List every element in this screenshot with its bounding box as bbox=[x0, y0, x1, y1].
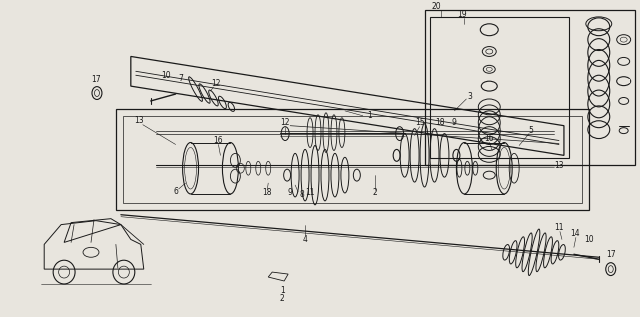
Text: 18: 18 bbox=[435, 118, 444, 127]
Text: 2: 2 bbox=[280, 294, 285, 303]
Text: 18: 18 bbox=[262, 188, 272, 197]
Text: 13: 13 bbox=[554, 161, 564, 170]
Text: 10: 10 bbox=[584, 235, 594, 244]
Text: 14: 14 bbox=[570, 229, 580, 238]
Text: 9: 9 bbox=[452, 118, 457, 127]
Text: 20: 20 bbox=[431, 3, 441, 11]
Text: 11: 11 bbox=[554, 223, 564, 232]
Text: 17: 17 bbox=[606, 250, 616, 259]
Text: 1: 1 bbox=[280, 286, 285, 295]
Text: 7: 7 bbox=[178, 74, 183, 83]
Text: 2: 2 bbox=[372, 188, 377, 197]
Text: 5: 5 bbox=[529, 126, 534, 135]
Text: 11: 11 bbox=[305, 188, 315, 197]
Text: 10: 10 bbox=[161, 71, 170, 80]
Text: 19: 19 bbox=[458, 10, 467, 19]
Text: 17: 17 bbox=[91, 75, 100, 84]
Text: 13: 13 bbox=[134, 116, 143, 125]
Text: 9: 9 bbox=[288, 188, 292, 197]
Text: 4: 4 bbox=[303, 235, 307, 244]
Text: 1: 1 bbox=[367, 111, 372, 120]
Text: 8: 8 bbox=[300, 191, 305, 199]
Text: 16: 16 bbox=[214, 136, 223, 145]
Text: 15: 15 bbox=[415, 118, 424, 127]
Text: 12: 12 bbox=[211, 79, 220, 88]
Text: 3: 3 bbox=[467, 92, 472, 100]
Text: 6: 6 bbox=[173, 187, 178, 197]
Text: 16: 16 bbox=[484, 134, 494, 143]
Text: 12: 12 bbox=[280, 118, 290, 127]
